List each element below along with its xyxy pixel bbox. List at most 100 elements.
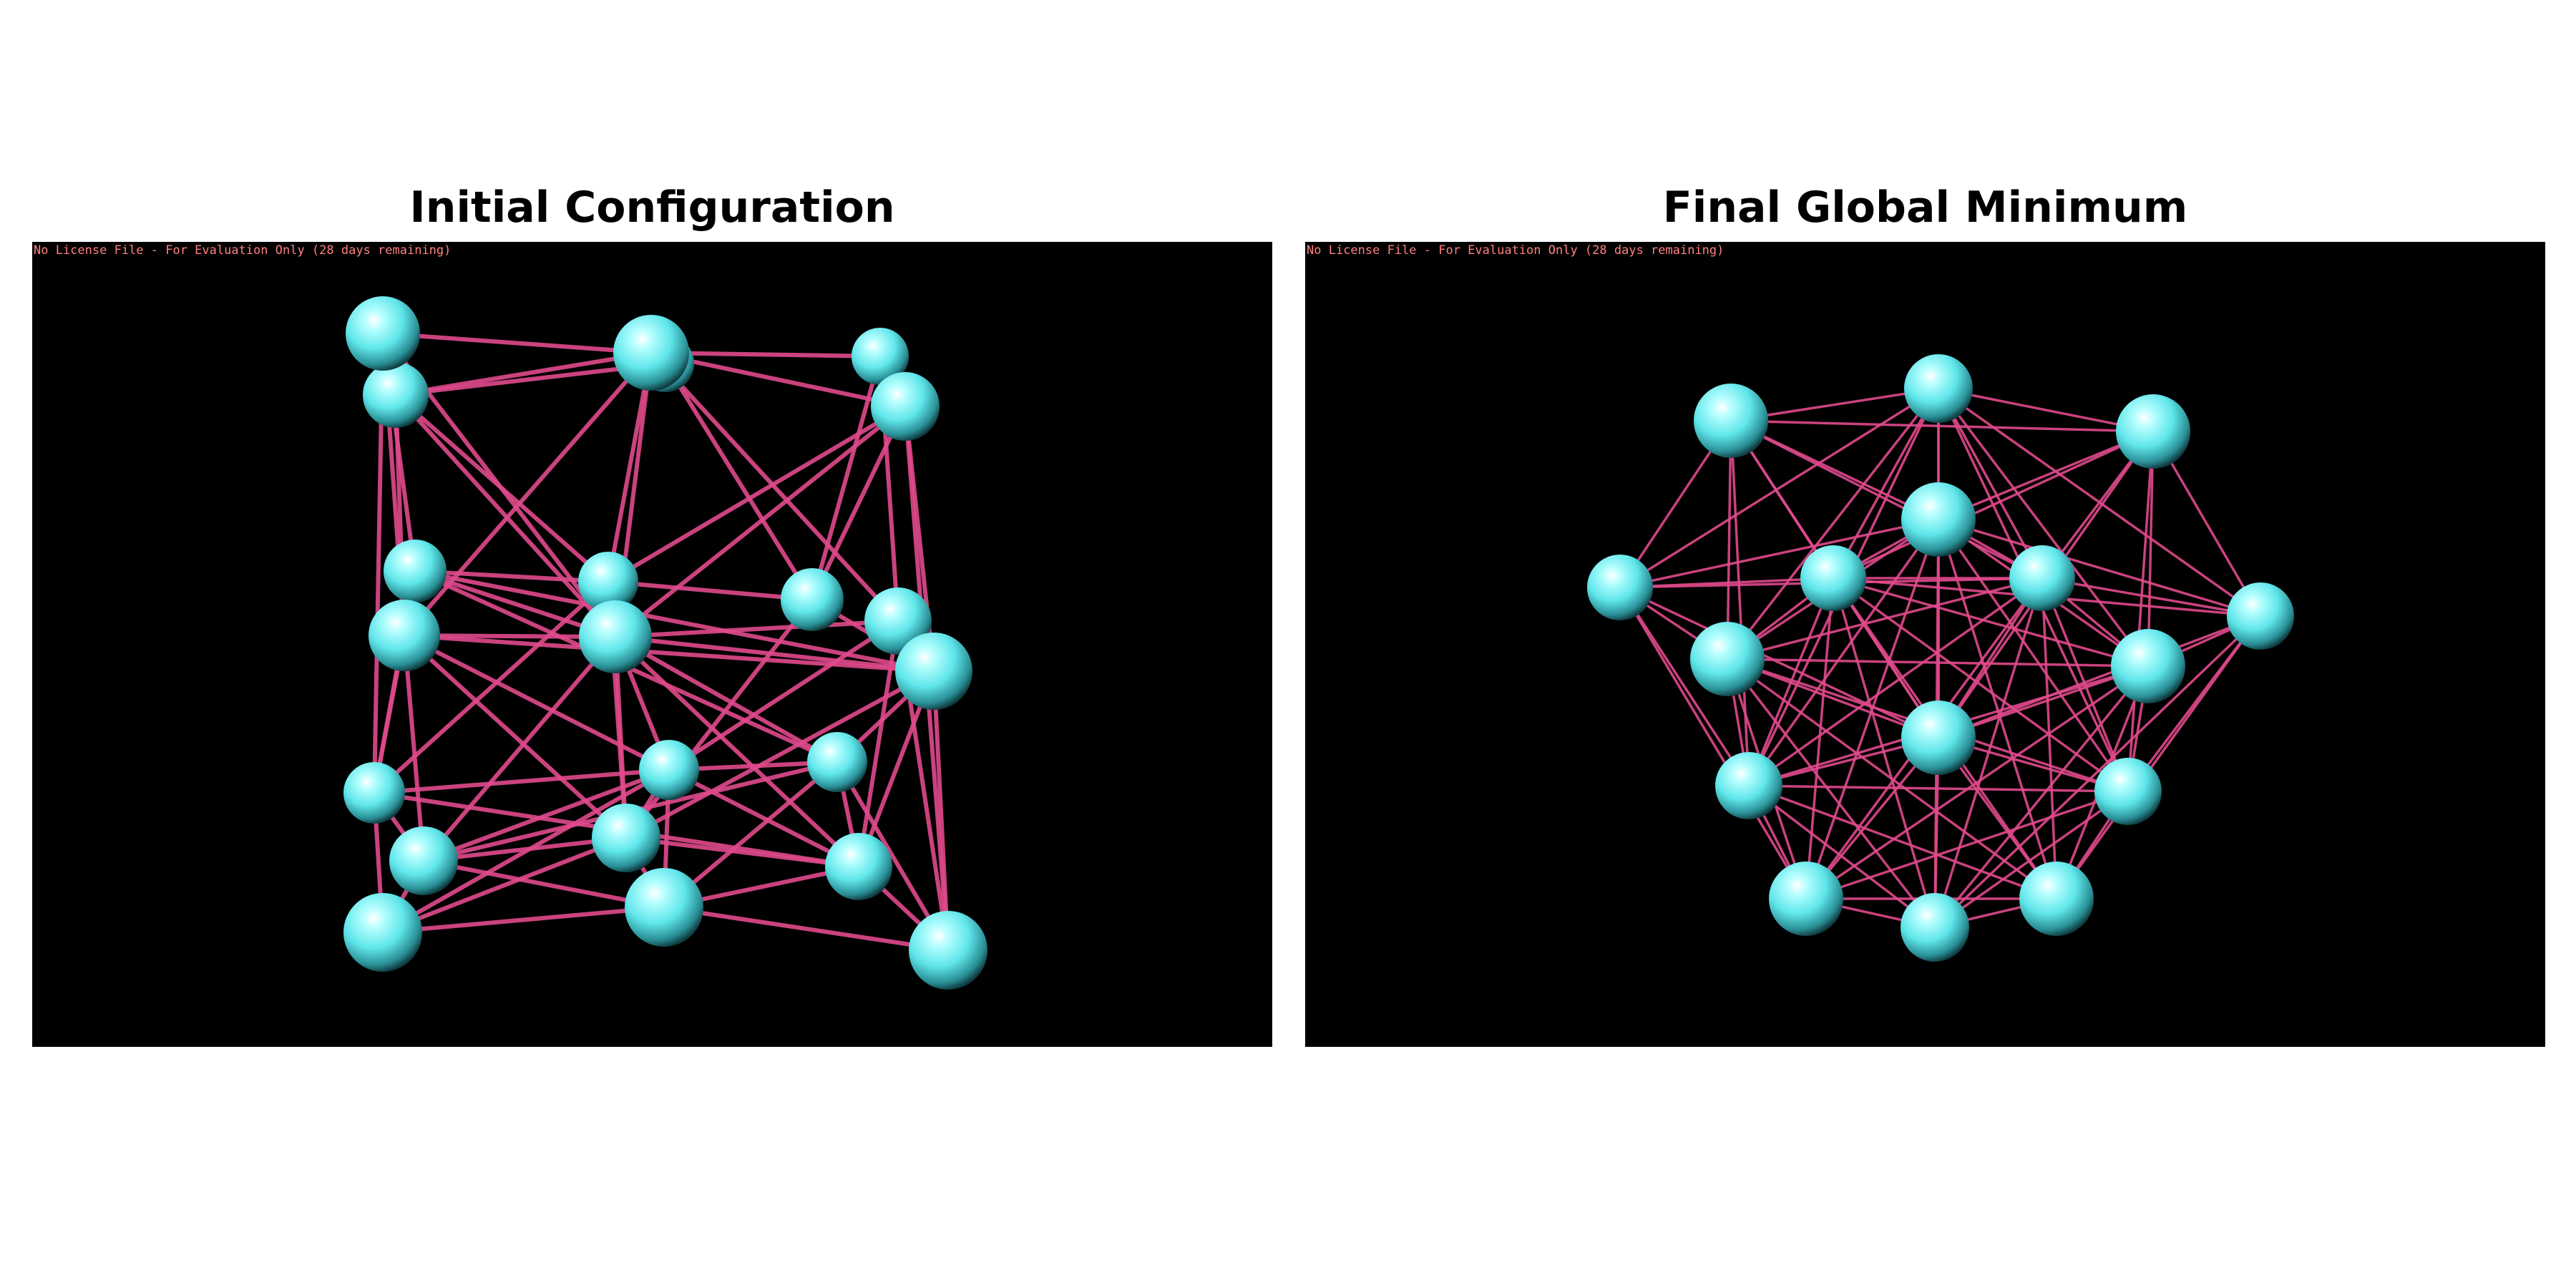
bond [394,393,610,584]
atom-cluster [1587,354,2294,962]
bond [402,351,653,638]
bond [413,569,936,673]
bond [1726,419,1732,660]
bond [381,905,666,935]
bond [2147,430,2155,668]
bond [421,635,618,863]
bond [394,393,618,639]
atom [2019,862,2094,936]
bond [1937,518,2129,793]
bond [1619,387,1940,589]
atom [2111,629,2185,703]
atom [613,315,689,391]
viewport-final-global-minimum: No License File - For Evaluation Only (2… [1305,242,2545,1047]
bond [663,361,814,602]
atom [343,762,405,824]
bond [1729,419,2155,433]
bond [1937,615,2262,739]
bond [1726,658,1936,929]
atom [825,833,892,900]
bond [1832,577,2129,793]
bond [624,597,814,840]
bond [613,404,907,639]
bond [413,569,610,584]
atom [2227,582,2294,650]
atom [2094,758,2162,825]
panel-title-initial: Initial Configuration [409,182,895,233]
bond [1937,518,2262,618]
bond [1747,518,1940,787]
bond [1726,387,1940,660]
atom [1800,545,1866,611]
bond [662,905,950,952]
bond [1619,518,1940,589]
atom [363,362,429,428]
atom [346,296,420,371]
atom [369,600,440,671]
atom [2116,394,2190,469]
bond [667,619,900,772]
bond [1933,790,2129,929]
bond [606,580,814,602]
atom [1769,862,1843,936]
atom [1587,555,1653,620]
bond [372,768,671,795]
bond [2041,577,2262,618]
atom [578,552,638,612]
molecule-render-final [1587,354,2294,962]
bond [421,768,671,863]
atom [909,911,987,990]
atom [1901,893,1969,962]
atom [1690,622,1765,696]
bond [667,768,861,869]
viewport-initial-configuration: No License File - For Evaluation Only (2… [32,242,1272,1047]
bond [1805,577,1835,900]
bond [1805,665,2150,900]
atom [384,540,447,602]
atom [579,600,652,673]
atom [592,804,660,872]
atom [1694,384,1768,458]
atom [895,633,972,710]
bond [421,859,666,909]
bond [1726,658,2150,668]
atom [639,740,699,800]
atom [852,328,909,385]
atom [1904,354,1973,423]
bond [1933,615,2262,929]
atom [1901,701,1976,775]
bond [1747,784,1936,929]
bond [372,580,610,795]
bond [606,404,907,584]
atom [343,893,422,972]
bond [381,768,671,935]
bond [1619,586,1807,900]
bond [810,404,907,602]
bond [1726,658,2058,900]
bond [2127,430,2155,793]
bond [1747,784,2129,793]
bond [649,351,900,623]
bond [1805,518,1940,900]
panel-title-final: Final Global Minimum [1662,182,2188,233]
bond [1619,586,1750,787]
bond [1729,419,1750,787]
bond [606,351,653,584]
bond [1726,577,2044,660]
bond [1805,790,2129,900]
bond [1832,387,1940,580]
atom [781,568,844,631]
atom [2009,545,2075,611]
bond [381,331,653,355]
bond [1937,430,2155,521]
bond [624,669,936,840]
bond [1937,518,2058,900]
atom [1901,482,1976,557]
bond [1619,586,1940,739]
molecule-render-initial [343,296,987,990]
atom-cluster [343,296,987,990]
atom [625,868,703,947]
bond [402,633,628,840]
bond [381,836,628,935]
